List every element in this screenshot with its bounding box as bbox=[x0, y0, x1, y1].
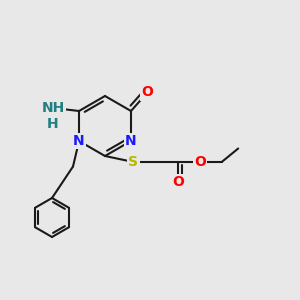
Text: O: O bbox=[172, 176, 184, 189]
Text: O: O bbox=[194, 155, 206, 169]
Text: N: N bbox=[73, 134, 85, 148]
Text: S: S bbox=[128, 155, 139, 169]
Text: O: O bbox=[142, 85, 153, 99]
Text: NH: NH bbox=[42, 101, 65, 115]
Text: H: H bbox=[47, 117, 59, 130]
Text: N: N bbox=[125, 134, 137, 148]
